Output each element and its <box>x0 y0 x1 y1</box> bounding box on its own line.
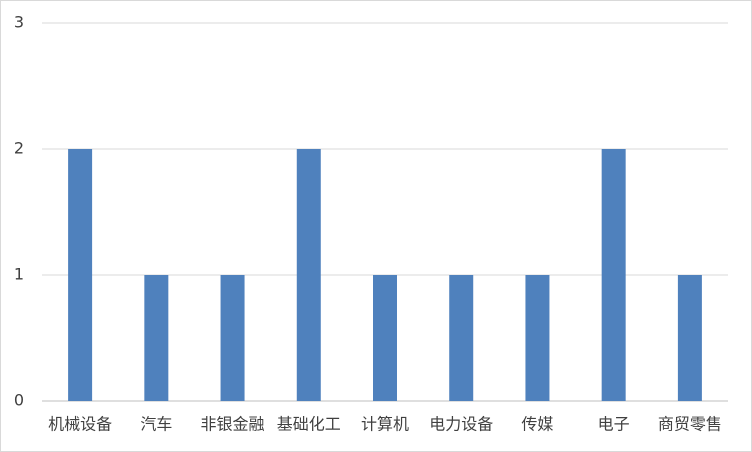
y-tick-label: 1 <box>14 265 24 284</box>
bar <box>220 275 245 401</box>
x-tick-label: 机械设备 <box>48 415 112 434</box>
x-tick-label: 传媒 <box>521 415 553 434</box>
bar <box>449 275 474 401</box>
bar <box>601 149 626 401</box>
x-tick-label: 电子 <box>598 415 630 434</box>
x-tick-label: 计算机 <box>361 415 409 434</box>
bar <box>677 275 702 401</box>
bar <box>68 149 93 401</box>
x-tick-label: 基础化工 <box>277 415 341 434</box>
bar <box>144 275 169 401</box>
x-tick-label: 商贸零售 <box>658 415 722 434</box>
bar <box>373 275 397 401</box>
bar <box>525 275 550 401</box>
x-tick-label: 电力设备 <box>429 415 493 434</box>
x-tick-label: 汽车 <box>140 415 172 434</box>
x-tick-label: 非银金融 <box>201 415 265 434</box>
bar <box>296 149 321 401</box>
y-tick-label: 0 <box>14 391 24 410</box>
y-tick-label: 3 <box>14 13 24 32</box>
y-tick-label: 2 <box>14 139 24 158</box>
